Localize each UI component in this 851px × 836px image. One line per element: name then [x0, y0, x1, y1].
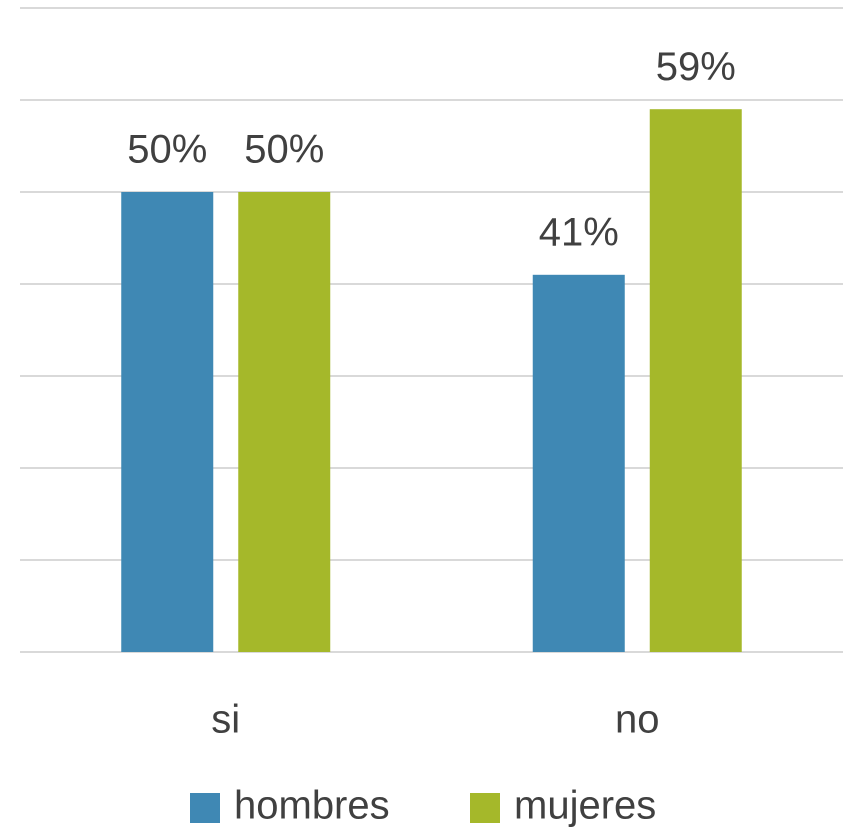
value-label: 50%: [244, 128, 324, 172]
legend-label: mujeres: [514, 784, 656, 828]
legend-label: hombres: [234, 784, 390, 828]
value-label: 41%: [539, 210, 619, 254]
legend-swatch: [190, 793, 220, 823]
bar: [238, 192, 331, 652]
legend-swatch: [470, 793, 500, 823]
bar: [121, 192, 214, 652]
value-label: 50%: [127, 128, 207, 172]
bar: [532, 274, 625, 652]
x-tick-label: no: [615, 698, 660, 742]
value-label: 59%: [656, 45, 736, 89]
x-tick-label: si: [211, 698, 240, 742]
bar: [649, 109, 742, 652]
